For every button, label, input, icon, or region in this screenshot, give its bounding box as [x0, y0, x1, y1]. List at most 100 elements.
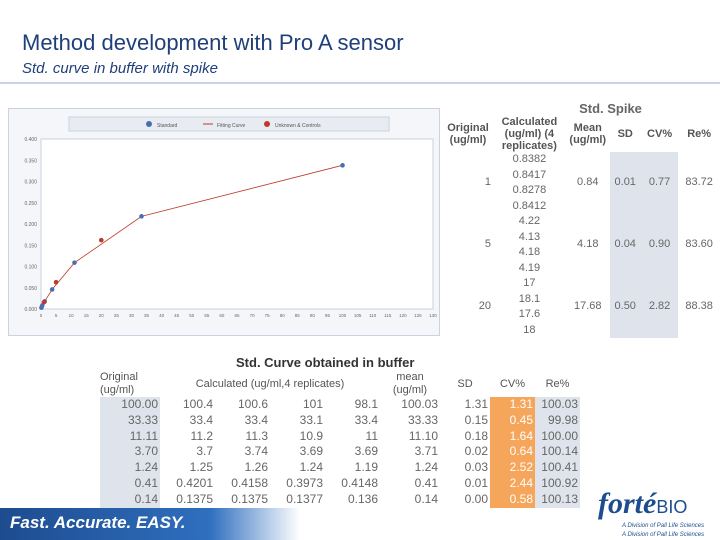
spike-row: 18.1 [443, 292, 720, 308]
spike-calculated-cell: 18 [523, 323, 536, 336]
curve-original-cell: 0.14 [100, 491, 160, 508]
spike-row: 20 17 17.68 0.50 2.82 88.38 [443, 276, 720, 338]
curve-mean-cell: 0.41 [414, 475, 438, 490]
curve-sd-cell: 1.31 [464, 397, 488, 411]
curve-re-cell: 100.03 [535, 397, 580, 413]
logo-wordmark: fortéBIO [598, 487, 688, 520]
spike-cv-cell: 0.77 [640, 152, 679, 214]
spike-row: 4.13 [443, 230, 720, 246]
logo-subtitle-repeat: A Division of Pall Life Sciences [622, 532, 705, 538]
curve-calc-2-cell: 1.26 [244, 460, 268, 475]
curve-cv-cell: 0.64 [490, 444, 535, 461]
curve-calc-2-cell: 0.4158 [231, 475, 268, 490]
spike-table-title: Std. Spike [579, 101, 642, 116]
curve-cv-cell: 0.45 [490, 412, 535, 429]
curve-re-cell: 100.13 [535, 491, 580, 508]
spike-header-calculated: Calculated (ug/ml) (4 replicates) [501, 116, 558, 152]
spike-calculated-cell: 17 [523, 277, 536, 289]
curve-re-cell: 100.14 [535, 444, 580, 461]
spike-header-original: Original (ug/ml) [447, 122, 489, 146]
spike-sd-cell: 0.04 [609, 214, 641, 276]
legend-label: Fitting Curve [217, 123, 246, 129]
curve-re-cell: 100.00 [535, 428, 580, 445]
curve-calc-4-cell: 0.4148 [341, 475, 378, 490]
x-tick-label: 0 [40, 313, 43, 318]
legend-label: Unknown & Controls [275, 123, 321, 129]
spike-calculated-cell: 0.8417 [512, 168, 547, 181]
curve-table: Std. Curve obtained in buffer Original (… [100, 355, 580, 508]
standard-point [139, 214, 144, 219]
unknown-point [53, 279, 59, 285]
spike-row: 18 [443, 323, 720, 339]
curve-row: 0.14 0.1375 0.1375 0.1377 0.136 0.14 0.00 0.58 1… [100, 491, 580, 508]
curve-calc-3-cell: 33.1 [299, 412, 323, 427]
fortebio-logo: fortéBIO A Division of Pall Life Science… [598, 487, 720, 540]
curve-header-mean: mean (ug/ml) [392, 371, 428, 396]
curve-header-calculated: Calculated (ug/ml,4 replicates) [195, 377, 345, 390]
spike-sd-cell: 0.01 [609, 152, 641, 214]
x-tick-label: 65 [234, 313, 240, 318]
curve-original-cell: 11.11 [100, 428, 160, 445]
footer-banner [0, 508, 300, 540]
x-tick-label: 50 [189, 313, 195, 318]
curve-mean-cell: 11.10 [408, 428, 438, 443]
x-tick-label: 35 [144, 313, 150, 318]
curve-calc-2-cell: 100.6 [237, 397, 268, 411]
spike-calculated-cell: 4.18 [518, 246, 541, 258]
curve-calc-1-cell: 1.25 [189, 460, 213, 475]
spike-sd-cell: 0.50 [609, 276, 641, 338]
curve-calc-1-cell: 0.1375 [176, 491, 213, 506]
curve-sd-cell: 0.15 [464, 412, 488, 427]
spike-row: 17.6 [443, 307, 720, 323]
spike-row: 1 0.8382 0.84 0.01 0.77 83.72 [443, 152, 720, 214]
curve-calc-3-cell: 10.9 [299, 428, 323, 443]
unknown-point [99, 237, 104, 243]
curve-calc-3-cell: 3.69 [299, 444, 323, 459]
spike-row: 0.8278 [443, 183, 720, 199]
curve-table-title: Std. Curve obtained in buffer [236, 355, 415, 370]
spike-mean-cell: 17.68 [573, 300, 602, 313]
curve-calc-4-cell: 11 [365, 428, 378, 443]
curve-calc-4-cell: 1.19 [354, 460, 378, 475]
x-tick-label: 75 [265, 313, 271, 318]
curve-re-cell: 99.98 [535, 412, 580, 429]
header-divider [0, 82, 720, 84]
spike-re-cell: 83.60 [685, 238, 713, 251]
curve-calc-4-cell: 33.4 [354, 412, 378, 427]
spike-calculated-cell: 0.8412 [512, 199, 547, 212]
spike-cv-cell: 2.82 [640, 276, 679, 338]
y-tick-label: 0.150 [24, 243, 37, 249]
curve-row: 1.24 1.25 1.26 1.24 1.19 1.24 0.03 2.52 100.41 [100, 460, 580, 476]
spike-header-sd: SD [617, 128, 633, 140]
x-tick-label: 55 [204, 313, 210, 318]
x-tick-label: 125 [414, 313, 422, 318]
curve-header-original: Original (ug/ml) [100, 371, 138, 396]
curve-sd-cell: 0.03 [464, 460, 488, 475]
x-tick-label: 45 [174, 313, 180, 318]
curve-calc-4-cell: 3.69 [354, 444, 378, 459]
legend-marker [264, 121, 270, 127]
spike-row: 0.8412 [443, 199, 720, 215]
spike-header-re: Re% [687, 128, 712, 140]
curve-row: 11.11 11.2 11.3 10.9 11 11.10 0.18 1.64 100.00 [100, 428, 580, 445]
spike-header-cv: CV% [647, 128, 673, 140]
spike-calculated-cell: 17.6 [518, 308, 541, 320]
spike-row: 4.18 [443, 245, 720, 261]
spike-calculated-cell: 4.22 [518, 215, 541, 227]
spike-re-cell: 88.38 [685, 300, 713, 313]
x-tick-label: 90 [310, 313, 316, 318]
x-tick-label: 15 [84, 313, 90, 318]
unknown-point [41, 299, 47, 305]
plot-area [40, 138, 434, 310]
spike-row: 5 4.22 4.18 0.04 0.90 83.60 [443, 214, 720, 276]
std-curve-chart: Standard Fitting Curve Unknown & Controls 0… [8, 108, 440, 336]
curve-calc-4-cell: 98.1 [354, 397, 378, 411]
y-tick-label: 0.050 [24, 286, 37, 292]
curve-header-re: Re% [545, 377, 570, 390]
curve-row: 100.00 100.4 100.6 101 98.1 100.03 1.31 1.31 100… [100, 397, 580, 413]
y-tick-label: 0.000 [24, 307, 37, 313]
x-tick-label: 115 [384, 313, 392, 318]
curve-cv-cell: 2.44 [490, 475, 535, 492]
x-tick-label: 80 [280, 313, 286, 318]
curve-calc-4-cell: 0.136 [347, 491, 378, 506]
